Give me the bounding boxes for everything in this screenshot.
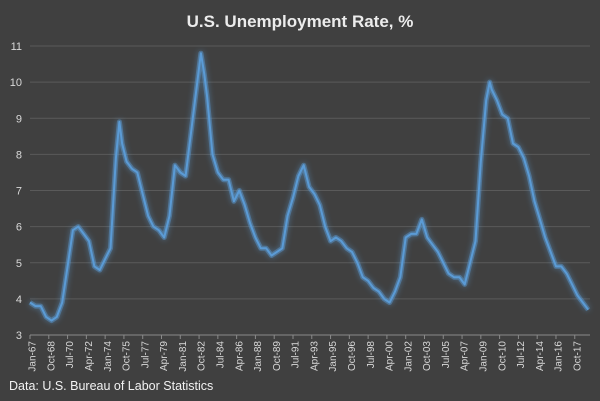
x-tick-label: Jul-70 bbox=[65, 341, 76, 369]
x-tick-label: Oct-68 bbox=[46, 341, 57, 371]
x-tick-label: Jul-98 bbox=[366, 341, 377, 369]
x-tick-label: Apr-79 bbox=[159, 341, 170, 371]
y-axis: 3 4 5 6 7 8 9 10 11 bbox=[10, 41, 22, 342]
x-tick-label: Jul-77 bbox=[140, 341, 151, 369]
y-tick-label: 6 bbox=[16, 222, 22, 234]
x-tick-label: Jul-12 bbox=[516, 341, 527, 369]
x-tick-label: Jan-16 bbox=[554, 341, 565, 372]
x-tick-label: Oct-75 bbox=[122, 341, 133, 371]
y-tick-label: 3 bbox=[16, 330, 22, 342]
series-layer bbox=[28, 50, 591, 324]
x-tick-label: Jan-95 bbox=[328, 341, 339, 372]
x-tick-label: Jan-88 bbox=[253, 341, 264, 372]
x-tick-label: Jul-84 bbox=[215, 341, 226, 369]
x-tick-label: Apr-86 bbox=[234, 341, 245, 371]
series-line-unemployment bbox=[29, 52, 590, 322]
y-tick-label: 10 bbox=[10, 77, 22, 89]
x-axis: Jan-67 Oct-68 Jul-70 Apr-72 Jan-74 Oct-75 Jul-… bbox=[28, 335, 583, 372]
x-tick-label: Apr-72 bbox=[84, 341, 95, 371]
x-tick-label: Jan-67 bbox=[28, 341, 39, 372]
y-tick-label: 8 bbox=[16, 149, 22, 161]
x-tick-label: Jan-02 bbox=[403, 341, 414, 372]
x-tick-label: Apr-14 bbox=[535, 341, 546, 371]
x-tick-label: Jul-91 bbox=[291, 341, 302, 369]
chart-title: U.S. Unemployment Rate, % bbox=[186, 12, 414, 31]
x-tick-label: Jan-09 bbox=[478, 341, 489, 372]
x-tick-label: Apr-00 bbox=[385, 341, 396, 371]
y-tick-label: 4 bbox=[16, 294, 22, 306]
source-note: Data: U.S. Bureau of Labor Statistics bbox=[9, 379, 214, 393]
x-tick-label: Oct-10 bbox=[497, 341, 508, 371]
x-tick-label: Oct-17 bbox=[572, 341, 583, 371]
y-tick-label: 11 bbox=[11, 41, 22, 53]
x-tick-label: Jan-81 bbox=[178, 341, 189, 372]
x-tick-label: Oct-96 bbox=[347, 341, 358, 371]
x-tick-label: Oct-82 bbox=[197, 341, 208, 371]
y-tick-label: 5 bbox=[16, 258, 22, 270]
y-tick-label: 7 bbox=[16, 186, 22, 198]
x-tick-label: Jan-74 bbox=[103, 341, 114, 372]
y-tick-label: 9 bbox=[16, 113, 22, 125]
x-tick-label: Oct-03 bbox=[422, 341, 433, 371]
x-tick-label: Apr-07 bbox=[460, 341, 471, 371]
x-tick-label: Jul-05 bbox=[441, 341, 452, 369]
x-tick-label: Oct-89 bbox=[272, 341, 283, 371]
x-tick-label: Apr-93 bbox=[309, 341, 320, 371]
